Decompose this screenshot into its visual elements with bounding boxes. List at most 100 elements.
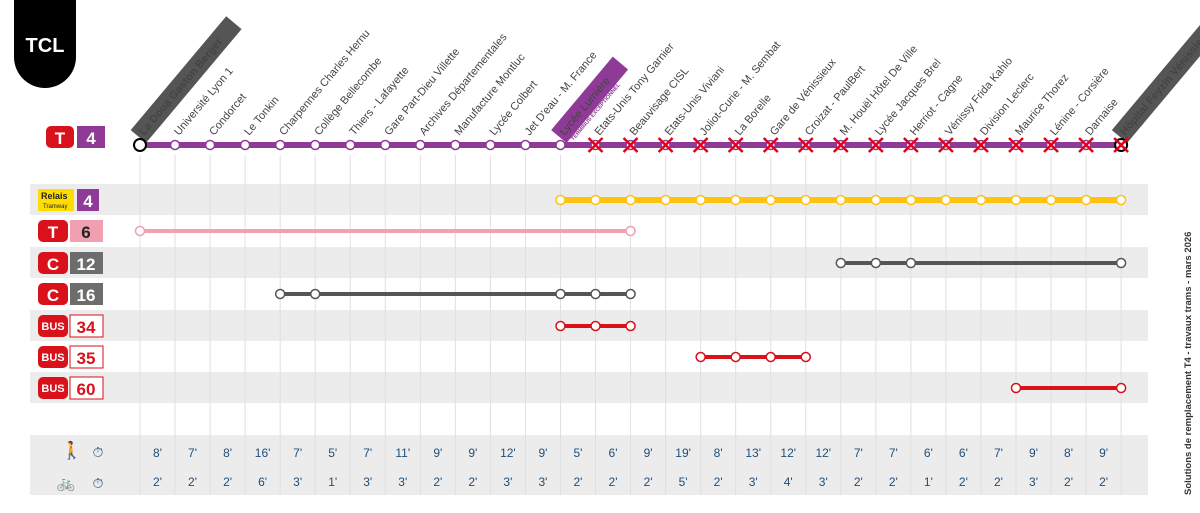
relais-sub-label: Tramway	[43, 204, 67, 210]
line-stop	[625, 320, 636, 332]
line-stop	[555, 194, 566, 206]
bike-time: 2'	[573, 475, 582, 489]
station-name: Lycée Jacques Brel	[873, 57, 944, 138]
line-stop	[590, 320, 601, 332]
tram-badge	[46, 126, 74, 148]
closed-x-icon	[692, 137, 709, 153]
closed-x-icon	[1113, 137, 1130, 153]
line-stop	[625, 194, 636, 206]
line-stop	[905, 194, 917, 206]
relais-badge	[38, 189, 74, 211]
walk-time: 7'	[293, 446, 302, 460]
station-stop	[169, 139, 181, 151]
bike-time: 3'	[819, 475, 828, 489]
walk-time: 9'	[644, 446, 653, 460]
walk-time: 12'	[500, 446, 516, 460]
closed-x-icon	[797, 137, 814, 153]
station-name: Collège Bellecombe	[312, 55, 384, 138]
bike-time: 3'	[293, 475, 302, 489]
station-label-bg	[130, 16, 242, 143]
walk-time: 7'	[188, 446, 197, 460]
mode-label: C	[47, 286, 59, 305]
station-stop	[204, 139, 216, 151]
bike-time: 2'	[959, 475, 968, 489]
line-number-badge	[77, 126, 105, 148]
line-stop	[695, 194, 706, 206]
bike-time: 2'	[609, 475, 618, 489]
walk-icon: 🚶	[61, 440, 82, 460]
station-stop	[485, 139, 496, 151]
tcl-logo: TCL	[14, 0, 76, 88]
line-number-badge	[69, 345, 104, 369]
closed-x-icon	[867, 137, 884, 153]
walk-time: 6'	[609, 446, 618, 460]
line-stop	[1010, 382, 1022, 394]
mode-label: BUS	[41, 383, 64, 395]
times-band	[30, 435, 1148, 495]
station-label: Vénissy Frida Kahlo	[943, 55, 1015, 138]
walk-time: 9'	[1099, 446, 1108, 460]
walk-time: 7'	[889, 446, 898, 460]
mode-label: BUS	[41, 321, 64, 333]
line-stop	[590, 194, 601, 206]
walk-time: 7'	[994, 446, 1003, 460]
walk-time: 8'	[153, 446, 162, 460]
station-stop	[520, 139, 531, 151]
bike-time: 2'	[153, 475, 162, 489]
bike-time: 2'	[223, 475, 232, 489]
station-stop	[555, 139, 566, 151]
walk-time: 9'	[468, 446, 477, 460]
walk-time: 16'	[255, 446, 271, 460]
walk-time: 12'	[815, 446, 831, 460]
bike-time: 3'	[363, 475, 372, 489]
walk-time: 5'	[328, 446, 337, 460]
walk-time: 19'	[675, 446, 691, 460]
station-label: Hôpital Feyzin Vénissieux	[1111, 0, 1200, 143]
station-stop	[239, 139, 251, 151]
station-label: Croizat - PaulBert	[803, 64, 868, 138]
walk-time: 5'	[573, 446, 582, 460]
line-number: 34	[77, 318, 96, 337]
relais-label: Relais	[41, 191, 68, 201]
mode-badge	[38, 283, 68, 305]
line-number: 16	[77, 286, 96, 305]
line-number-badge	[70, 220, 103, 242]
line-stop	[555, 288, 566, 300]
line-number: 12	[77, 255, 96, 274]
line-number-badge	[69, 314, 104, 338]
mode-label: BUS	[41, 352, 64, 364]
mode-label: C	[47, 255, 59, 274]
walk-time: 13'	[745, 446, 761, 460]
walk-time: 9'	[538, 446, 547, 460]
stopwatch-icon: ⏱	[93, 475, 104, 491]
row-band	[30, 372, 1148, 403]
closed-x-icon	[938, 137, 954, 153]
station-name: Etats-Unis Viviani	[663, 64, 727, 138]
bike-time: 2'	[644, 475, 653, 489]
station-label: Le Tonkin	[242, 94, 281, 138]
line-stop	[870, 194, 882, 206]
station-name: Gare de Vénissieux	[768, 56, 839, 138]
stopwatch-icon: ⏱	[93, 444, 104, 460]
bike-icon: 🚲	[57, 475, 76, 492]
bike-time: 2'	[854, 475, 863, 489]
mode-badge	[38, 377, 68, 399]
walk-time: 9'	[1029, 446, 1038, 460]
station-label: Gare de Vénissieux	[768, 56, 839, 138]
station-stop	[380, 139, 391, 151]
closed-x-icon	[973, 137, 989, 153]
line-number-badge	[70, 283, 103, 305]
line-number-badge	[70, 252, 103, 274]
line-stop	[274, 288, 286, 300]
relais-number-badge	[77, 189, 99, 211]
closed-x-icon	[727, 137, 744, 153]
line-stop	[1080, 194, 1092, 206]
line-number: 60	[77, 380, 96, 399]
line-stop	[835, 194, 847, 206]
line-stop	[625, 288, 636, 300]
bike-time: 2'	[188, 475, 197, 489]
line-stop	[590, 288, 601, 300]
bike-time: 2'	[1099, 475, 1108, 489]
line-stop	[905, 257, 917, 269]
